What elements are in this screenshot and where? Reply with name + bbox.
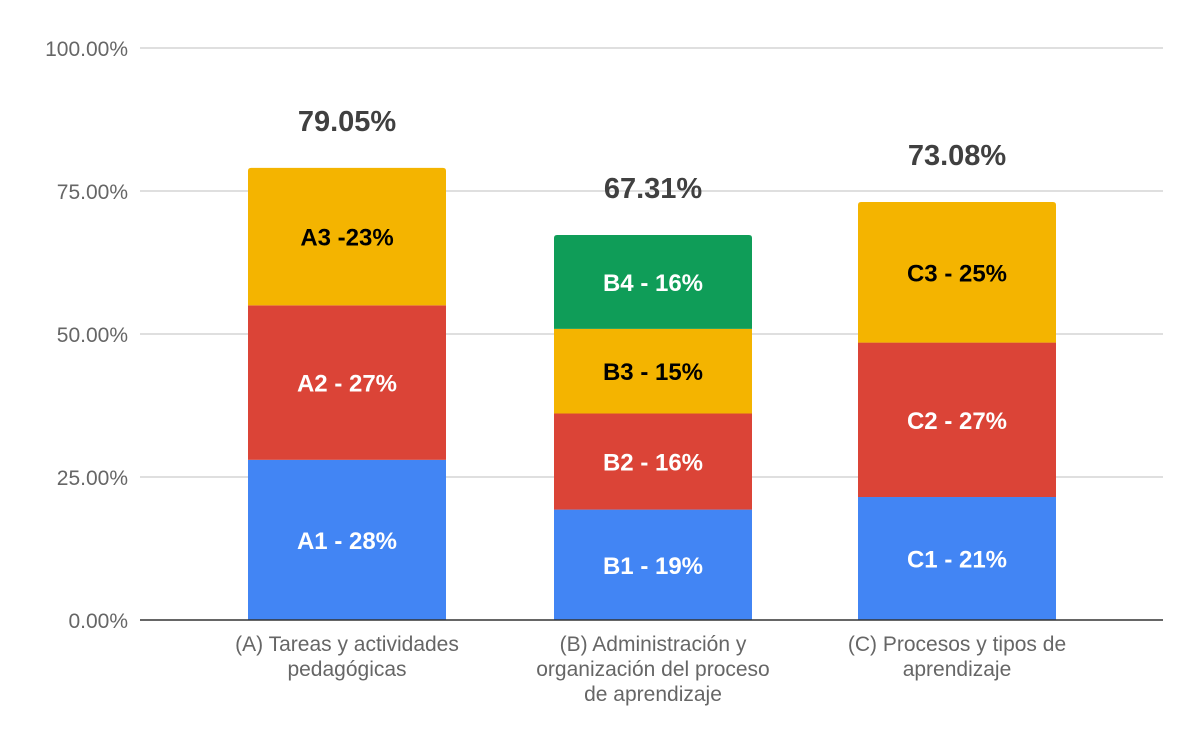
segment-label: B2 - 16% [603,450,703,477]
segment-label: B3 - 15% [603,359,703,386]
category-label: de aprendizaje [584,683,722,706]
segment-label: B1 - 19% [603,553,703,580]
bar-segment [554,328,752,414]
segment-label: C2 - 27% [907,408,1007,435]
bar-segment [248,459,446,620]
y-tick-label: 50.00% [57,324,128,347]
category-label: aprendizaje [903,658,1012,681]
segment-label: A1 - 28% [297,528,397,555]
bar-segment [554,509,752,620]
total-label: 67.31% [604,173,703,205]
segment-label: B4 - 16% [603,270,703,297]
y-tick-label: 25.00% [57,467,128,490]
category-label: (B) Administración y [560,633,747,656]
bar-segment [858,497,1056,620]
y-axis: 0.00% 25.00% 50.00% 75.00% 100.00% [45,38,128,633]
segment-label: C3 - 25% [907,260,1007,287]
category-label: (A) Tareas y actividades [235,633,459,656]
bar-segment [554,234,752,329]
bar-segment [858,201,1056,343]
bar-segment [248,305,446,460]
bar-segment [858,342,1056,498]
segment-label: C1 - 21% [907,547,1007,574]
category-label: organización del proceso [536,658,769,681]
total-label: 79.05% [298,106,397,138]
y-tick-label: 100.00% [45,38,128,61]
bars: A1 - 28% A2 - 27% A3 -23% 79.05% B1 - 19% B2 … [248,106,1056,620]
y-tick-label: 0.00% [68,610,128,633]
total-label: 73.08% [908,140,1007,172]
bar-segment [554,413,752,510]
category-label: pedagógicas [287,658,406,681]
y-tick-label: 75.00% [57,181,128,204]
segment-label: A2 - 27% [297,371,397,398]
segment-label: A3 -23% [300,225,393,252]
category-label: (C) Procesos y tipos de [848,633,1066,656]
bar-segment [248,167,446,306]
